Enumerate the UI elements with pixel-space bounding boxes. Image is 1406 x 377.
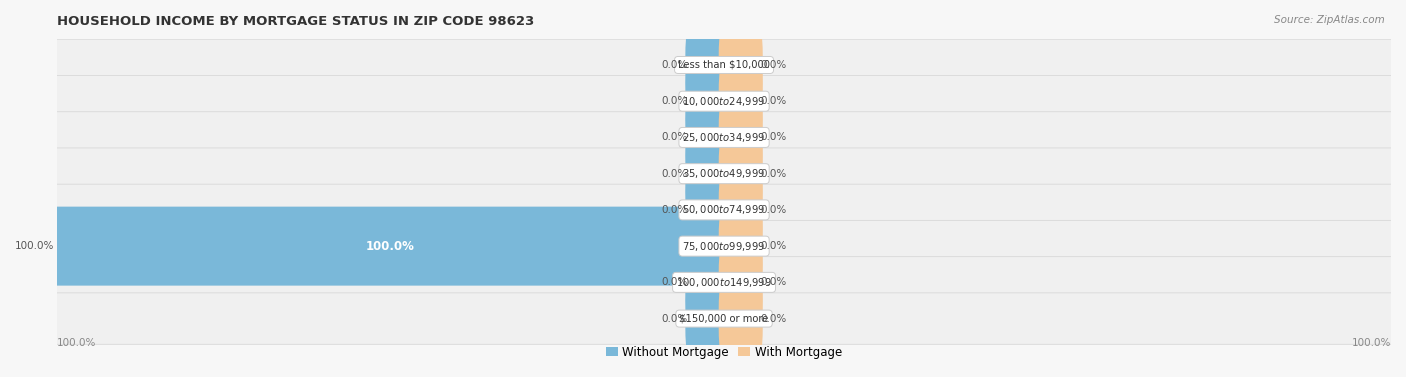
Text: $25,000 to $34,999: $25,000 to $34,999 bbox=[682, 131, 766, 144]
Text: 0.0%: 0.0% bbox=[661, 60, 688, 70]
FancyBboxPatch shape bbox=[685, 243, 730, 322]
FancyBboxPatch shape bbox=[55, 75, 1393, 127]
FancyBboxPatch shape bbox=[685, 170, 730, 250]
Text: 100.0%: 100.0% bbox=[58, 338, 97, 348]
Text: 100.0%: 100.0% bbox=[1351, 338, 1391, 348]
Text: 0.0%: 0.0% bbox=[761, 132, 787, 143]
Text: 0.0%: 0.0% bbox=[661, 314, 688, 323]
FancyBboxPatch shape bbox=[718, 26, 762, 104]
FancyBboxPatch shape bbox=[685, 62, 730, 141]
FancyBboxPatch shape bbox=[718, 134, 762, 213]
FancyBboxPatch shape bbox=[718, 207, 762, 286]
Text: HOUSEHOLD INCOME BY MORTGAGE STATUS IN ZIP CODE 98623: HOUSEHOLD INCOME BY MORTGAGE STATUS IN Z… bbox=[58, 15, 534, 28]
FancyBboxPatch shape bbox=[52, 207, 730, 286]
Text: 100.0%: 100.0% bbox=[366, 240, 415, 253]
FancyBboxPatch shape bbox=[685, 134, 730, 213]
Text: $75,000 to $99,999: $75,000 to $99,999 bbox=[682, 240, 766, 253]
Legend: Without Mortgage, With Mortgage: Without Mortgage, With Mortgage bbox=[602, 341, 846, 363]
Text: $100,000 to $149,999: $100,000 to $149,999 bbox=[676, 276, 772, 289]
Text: 0.0%: 0.0% bbox=[761, 277, 787, 287]
FancyBboxPatch shape bbox=[55, 39, 1393, 91]
FancyBboxPatch shape bbox=[718, 279, 762, 358]
Text: 100.0%: 100.0% bbox=[14, 241, 53, 251]
Text: Less than $10,000: Less than $10,000 bbox=[678, 60, 770, 70]
Text: $10,000 to $24,999: $10,000 to $24,999 bbox=[682, 95, 766, 108]
FancyBboxPatch shape bbox=[55, 221, 1393, 272]
FancyBboxPatch shape bbox=[685, 98, 730, 177]
Text: $150,000 or more: $150,000 or more bbox=[679, 314, 769, 323]
FancyBboxPatch shape bbox=[55, 184, 1393, 236]
Text: 0.0%: 0.0% bbox=[761, 169, 787, 179]
FancyBboxPatch shape bbox=[718, 98, 762, 177]
FancyBboxPatch shape bbox=[718, 170, 762, 250]
FancyBboxPatch shape bbox=[718, 62, 762, 141]
FancyBboxPatch shape bbox=[718, 243, 762, 322]
Text: 0.0%: 0.0% bbox=[661, 277, 688, 287]
Text: 0.0%: 0.0% bbox=[761, 314, 787, 323]
FancyBboxPatch shape bbox=[685, 26, 730, 104]
FancyBboxPatch shape bbox=[55, 293, 1393, 344]
Text: 0.0%: 0.0% bbox=[761, 205, 787, 215]
Text: $50,000 to $74,999: $50,000 to $74,999 bbox=[682, 204, 766, 216]
FancyBboxPatch shape bbox=[685, 279, 730, 358]
Text: 0.0%: 0.0% bbox=[661, 169, 688, 179]
Text: Source: ZipAtlas.com: Source: ZipAtlas.com bbox=[1274, 15, 1385, 25]
Text: 0.0%: 0.0% bbox=[761, 60, 787, 70]
Text: 0.0%: 0.0% bbox=[661, 132, 688, 143]
FancyBboxPatch shape bbox=[55, 112, 1393, 163]
FancyBboxPatch shape bbox=[55, 257, 1393, 308]
Text: 0.0%: 0.0% bbox=[761, 96, 787, 106]
Text: 0.0%: 0.0% bbox=[761, 241, 787, 251]
Text: 0.0%: 0.0% bbox=[661, 205, 688, 215]
Text: 0.0%: 0.0% bbox=[661, 96, 688, 106]
FancyBboxPatch shape bbox=[55, 148, 1393, 199]
Text: $35,000 to $49,999: $35,000 to $49,999 bbox=[682, 167, 766, 180]
